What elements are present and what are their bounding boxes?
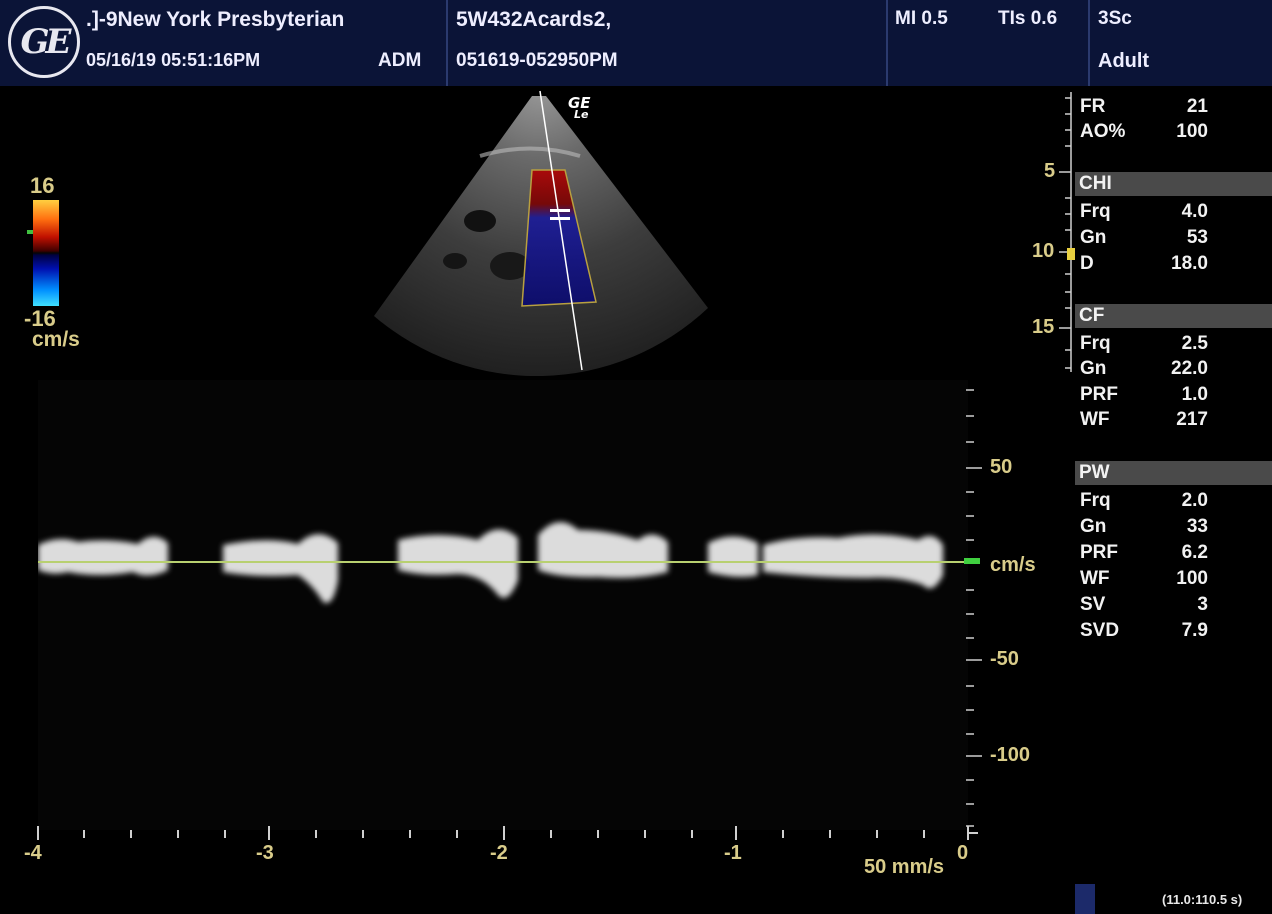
velocity-label-minus50: -50 (990, 648, 1019, 670)
cf-frq-value: 2.5 (1181, 333, 1208, 354)
operator: ADM (378, 50, 422, 71)
cine-info: (11.0:110.5 s) (1162, 892, 1243, 907)
velocity-label-minus100: -100 (990, 744, 1031, 766)
institution-name: .]-9New York Presbyterian (86, 8, 345, 31)
chi-d-value: 18.0 (1171, 253, 1208, 274)
chi-frq-value: 4.0 (1181, 201, 1208, 222)
depth-label-5: 5 (1044, 160, 1056, 182)
color-scale-unit: cm/s (32, 328, 80, 351)
color-baseline-marker (27, 230, 33, 234)
chi-section-header: CHI (1075, 172, 1272, 196)
cf-prf-value: 1.0 (1181, 384, 1208, 405)
chi-d-label: D (1080, 253, 1094, 274)
thermal-index: TIs 0.6 (998, 8, 1058, 29)
sweep-speed: 50 mm/s (864, 856, 945, 878)
exam-id: 051619-052950PM (456, 50, 618, 71)
cf-gn-value: 22.0 (1171, 358, 1208, 379)
param-ao-label: AO% (1080, 121, 1126, 142)
probe-name: 3Sc (1098, 8, 1132, 29)
pw-svd-value: 7.9 (1181, 620, 1208, 641)
pw-sv-label: SV (1080, 594, 1106, 615)
time-label-minus4: -4 (24, 842, 42, 864)
cf-gn-label: Gn (1080, 358, 1107, 379)
cf-section-header: CF (1075, 304, 1272, 328)
depth-ruler (1059, 92, 1075, 372)
chi-frq-label: Frq (1080, 201, 1111, 222)
patient-id: 5W432Acards2, (456, 8, 612, 31)
velocity-label-50: 50 (990, 456, 1013, 478)
param-ao-value: 100 (1176, 121, 1208, 142)
image-watermark: GE (568, 94, 591, 112)
image-watermark-sub: Le (574, 108, 589, 121)
time-label-minus1: -1 (724, 842, 742, 864)
sector-image (374, 90, 708, 376)
depth-label-10: 10 (1032, 240, 1055, 262)
pw-frq-value: 2.0 (1181, 490, 1208, 511)
pw-wf-value: 100 (1176, 568, 1208, 589)
time-label-0: 0 (957, 842, 969, 864)
mechanical-index: MI 0.5 (895, 8, 948, 29)
cf-wf-label: WF (1080, 409, 1110, 430)
ge-logo: GE (8, 6, 80, 78)
chi-gn-value: 53 (1186, 227, 1208, 248)
color-scale-max: 16 (30, 173, 55, 198)
chi-gn-label: Gn (1080, 227, 1107, 248)
pw-prf-value: 6.2 (1181, 542, 1208, 563)
depth-label-15: 15 (1032, 316, 1055, 338)
pw-section-header: PW (1075, 461, 1272, 485)
cine-indicator (1075, 884, 1095, 914)
velocity-ruler (964, 389, 982, 827)
pw-gn-value: 33 (1186, 516, 1208, 537)
pw-gn-label: Gn (1080, 516, 1107, 537)
pw-wf-label: WF (1080, 568, 1110, 589)
param-fr-label: FR (1080, 96, 1106, 117)
cf-prf-label: PRF (1080, 384, 1118, 405)
pw-frq-label: Frq (1080, 490, 1111, 511)
color-velocity-bar (33, 200, 59, 306)
time-label-minus2: -2 (490, 842, 508, 864)
pw-svd-label: SVD (1080, 620, 1120, 641)
doppler-spectrum (38, 380, 968, 830)
header-bar: GE .]-9New York Presbyterian 05/16/19 05… (0, 0, 1272, 86)
cf-frq-label: Frq (1080, 333, 1111, 354)
time-label-minus3: -3 (256, 842, 274, 864)
pw-sv-value: 3 (1197, 594, 1208, 615)
velocity-unit: cm/s (990, 554, 1036, 576)
exam-datetime: 05/16/19 05:51:16PM (86, 50, 261, 70)
cf-wf-value: 217 (1176, 409, 1208, 430)
pw-prf-label: PRF (1080, 542, 1118, 563)
color-scale-min: -16 (24, 306, 56, 331)
time-axis (37, 826, 978, 840)
param-fr-value: 21 (1186, 96, 1208, 117)
preset-name: Adult (1098, 50, 1150, 72)
